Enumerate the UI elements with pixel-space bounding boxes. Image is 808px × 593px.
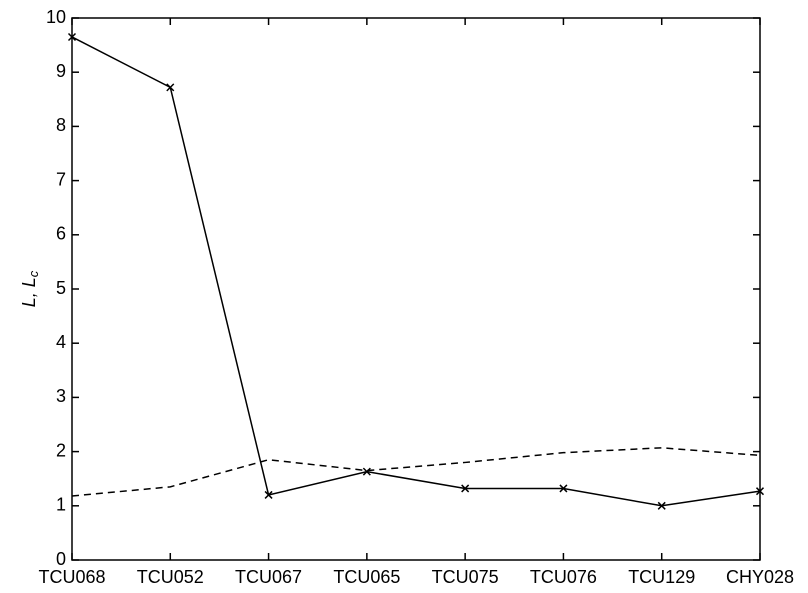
plot-frame bbox=[71, 17, 761, 561]
x-tick-label: TCU067 bbox=[235, 567, 302, 587]
marker bbox=[67, 32, 77, 42]
y-tick-label: 2 bbox=[56, 440, 66, 460]
y-tick-label: 0 bbox=[56, 549, 66, 569]
y-tick-label: 8 bbox=[56, 115, 66, 135]
marker bbox=[755, 487, 765, 496]
x-tick-label: CHY028 bbox=[726, 567, 794, 587]
marker bbox=[657, 501, 666, 510]
y-tick-label: 3 bbox=[56, 386, 66, 406]
x-tick-label: TCU129 bbox=[628, 567, 695, 587]
y-tick-label: 10 bbox=[46, 7, 66, 27]
marker bbox=[362, 467, 371, 476]
y-axis-label-subscript: c bbox=[26, 270, 41, 277]
x-tick-label: TCU076 bbox=[530, 567, 597, 587]
marker bbox=[264, 490, 273, 499]
y-tick-label: 7 bbox=[56, 169, 66, 189]
y-tick-label: 4 bbox=[56, 332, 66, 352]
series-line bbox=[71, 447, 761, 497]
x-tick-label: TCU065 bbox=[333, 567, 400, 587]
series-line bbox=[71, 36, 761, 507]
marker bbox=[559, 484, 568, 493]
y-axis-label-text: L, L bbox=[19, 277, 39, 307]
x-tick-label: TCU068 bbox=[38, 567, 105, 587]
y-tick-label: 5 bbox=[56, 278, 66, 298]
y-axis-label: L, Lc bbox=[19, 270, 42, 307]
marker bbox=[461, 484, 470, 493]
x-tick-label: TCU075 bbox=[432, 567, 499, 587]
y-tick-label: 1 bbox=[56, 495, 66, 515]
marker bbox=[166, 83, 175, 92]
x-tick-label: TCU052 bbox=[137, 567, 204, 587]
y-tick-label: 9 bbox=[56, 61, 66, 81]
y-tick-label: 6 bbox=[56, 224, 66, 244]
